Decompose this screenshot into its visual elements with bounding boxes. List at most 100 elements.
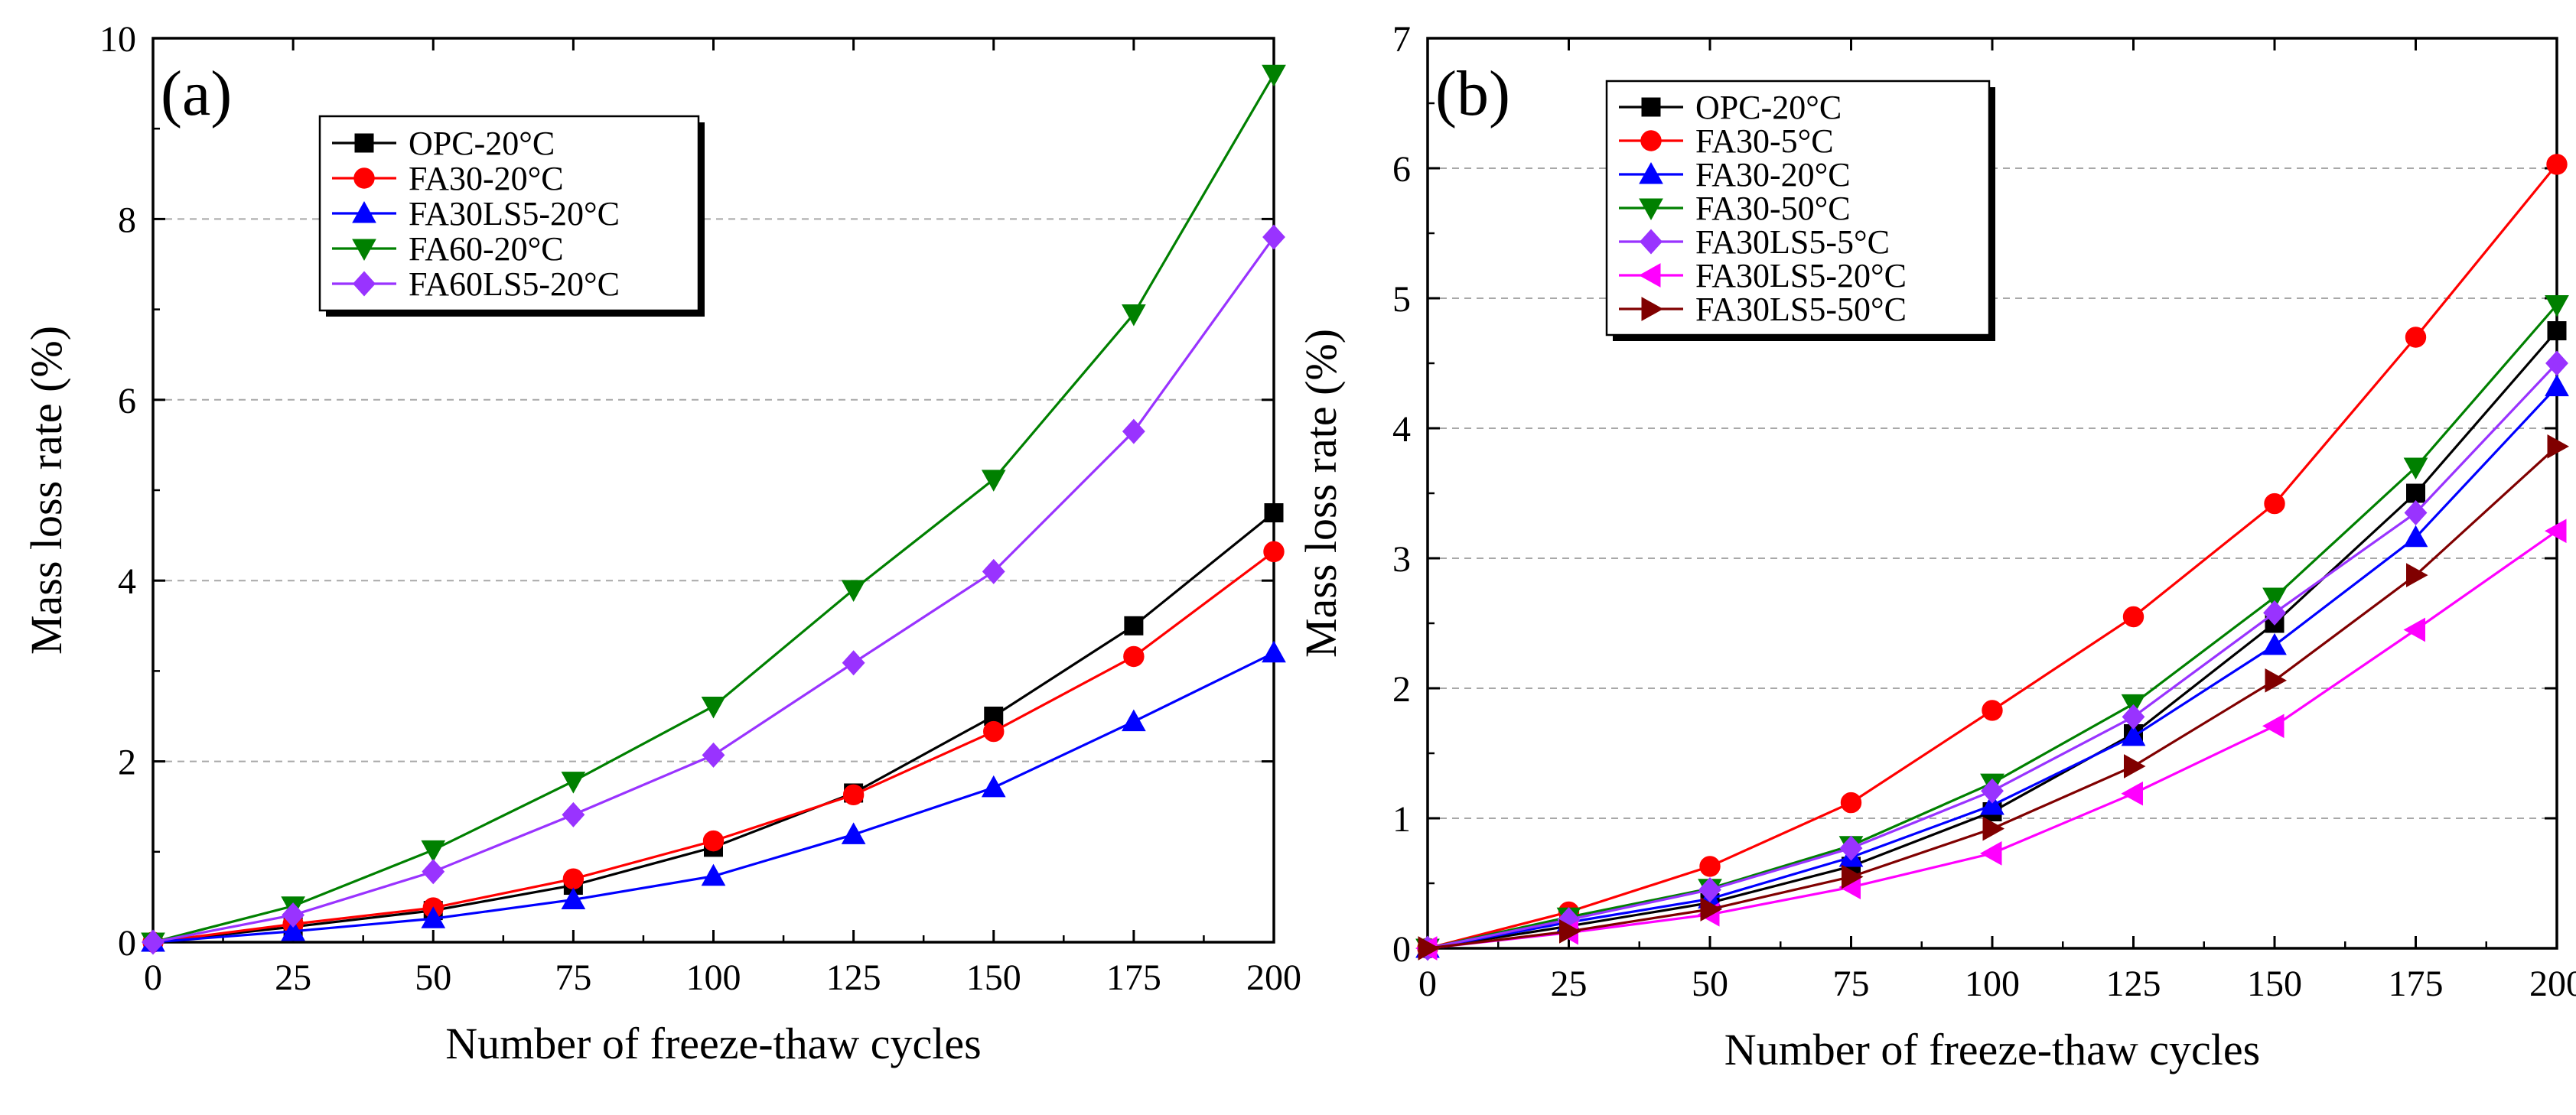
data-point [2265,668,2288,693]
data-point [2262,632,2287,655]
data-point [1840,792,1862,814]
data-point [1980,792,2004,815]
data-point [1982,816,2005,841]
data-point [2405,327,2427,348]
series-line [152,652,1275,944]
x-axis-title: Number of freeze-thaw cycles [1724,1025,2260,1074]
x-tick-label: 200 [2529,964,2576,1004]
y-tick-label: 4 [1392,409,1411,450]
data-point [984,707,1004,726]
legend-marker [1641,97,1661,117]
data-point [702,830,725,852]
data-point [282,902,305,928]
data-point [982,558,1005,584]
data-point [2406,483,2425,503]
x-axis-title: Number of freeze-thaw cycles [445,1019,981,1068]
data-point [1123,645,1145,668]
y-tick-label: 1 [1392,799,1411,840]
data-point [2121,723,2146,746]
series-FA30-20°C [1415,374,2569,958]
legend-label: FA30-20°C [409,160,564,197]
data-point [1262,224,1285,250]
legend-label: FA30LS5-20°C [1695,257,1907,294]
data-point [2545,374,2569,397]
y-tick-label: 7 [1392,19,1411,60]
series-OPC-20°C [1418,321,2567,958]
data-point [2547,321,2567,340]
data-point [1122,418,1145,444]
data-point [422,859,445,885]
series-FA30LS5-5°C [1416,350,2568,961]
y-tick-label: 3 [1392,539,1411,580]
series-line [1427,362,2558,950]
x-tick-label: 75 [555,957,591,998]
panel-label: (b) [1435,58,1510,129]
y-tick-label: 4 [118,561,136,602]
data-point [1263,541,1285,563]
data-point [1124,616,1144,636]
y-tick-label: 6 [1392,149,1411,190]
y-tick-label: 0 [118,923,136,964]
legend-label: FA30LS5-20°C [409,195,620,232]
legend-marker [1641,297,1664,321]
data-point [1699,856,1721,877]
legend-marker [1640,229,1663,255]
data-point [701,696,726,719]
data-point [702,742,725,768]
y-axis-title: Mass loss rate (%) [21,326,71,655]
data-point [142,929,164,955]
data-point [1839,835,1863,861]
x-tick-label: 50 [415,957,451,998]
data-point [1559,919,1581,944]
panel-label: (a) [161,58,232,129]
data-point [1262,640,1286,663]
legend-marker [1639,161,1663,184]
y-tick-label: 8 [118,200,136,240]
legend-label: OPC-20°C [1695,89,1842,126]
legend-marker [353,271,376,297]
x-tick-label: 125 [2106,964,2161,1004]
legend: OPC-20°CFA30-5°CFA30-20°CFA30-50°CFA30LS… [1605,80,1995,341]
data-point [1418,936,1441,961]
data-point [2403,457,2428,480]
x-tick-label: 150 [2247,964,2302,1004]
data-point [842,784,865,806]
legend-label: FA30LS5-50°C [1695,291,1907,328]
legend-marker [352,200,376,223]
legend-marker [1638,263,1661,288]
y-tick-label: 2 [118,743,136,783]
series-FA60LS5-20°C [142,224,1285,955]
data-point [2404,500,2428,525]
series-line [1427,529,2558,950]
x-tick-label: 50 [1692,964,1728,1004]
data-point [2545,350,2568,376]
data-point [981,775,1006,798]
series-FA30LS5-20°C [141,640,1286,952]
x-tick-label: 200 [1246,957,1301,998]
legend-label: OPC-20°C [409,125,555,162]
series-line [1427,385,2558,950]
legend-label: FA60-20°C [409,230,564,268]
data-point [561,887,586,909]
data-point [841,580,866,603]
y-axis-title: Mass loss rate (%) [1296,329,1346,658]
x-tick-label: 25 [1551,964,1588,1004]
data-point [1262,64,1286,87]
legend-marker [353,167,375,189]
data-point [562,801,585,827]
data-point [981,470,1006,492]
data-point [1122,304,1146,327]
data-point [1982,700,2003,721]
data-point [561,772,586,794]
x-tick-label: 125 [826,957,881,998]
data-point [2547,434,2570,459]
data-point [2264,492,2285,515]
data-point [842,650,865,676]
data-point [2122,704,2145,730]
data-point [2263,600,2286,626]
x-tick-label: 150 [966,957,1021,998]
legend-marker [1639,198,1663,221]
legend-label: FA30-50°C [1695,190,1851,227]
data-point [1698,877,1721,902]
